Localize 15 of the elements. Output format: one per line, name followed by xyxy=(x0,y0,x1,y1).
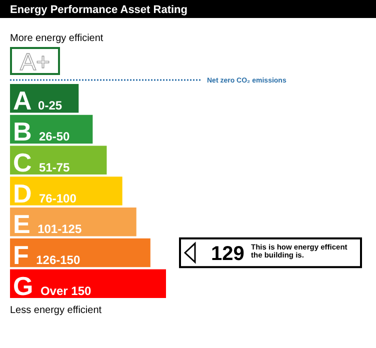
bar xyxy=(10,269,166,298)
bar xyxy=(10,176,122,206)
y-tick-label: E 101-125 xyxy=(13,209,82,240)
y-tick-label: C 51-75 xyxy=(13,147,70,178)
y-tick-label: G Over 150 xyxy=(13,271,92,301)
text: More energy efficient xyxy=(10,33,104,44)
bar xyxy=(10,238,150,268)
text: Less energy efficient xyxy=(10,305,102,316)
y-tick-label: D 76-100 xyxy=(13,178,77,208)
y-tick-label: F 126-150 xyxy=(13,240,80,270)
chart-title: Energy Performance Asset Rating xyxy=(10,4,188,16)
text: A+ xyxy=(20,49,50,76)
y-tick-label: A 0-25 xyxy=(13,86,62,116)
y-tick-label: B 26-50 xyxy=(13,116,70,147)
text: 129 xyxy=(211,242,244,265)
